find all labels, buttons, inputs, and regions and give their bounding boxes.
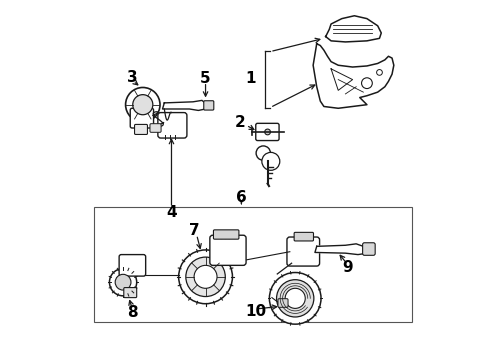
Circle shape — [276, 280, 314, 317]
Text: 10: 10 — [245, 305, 266, 319]
Circle shape — [285, 288, 305, 309]
FancyBboxPatch shape — [287, 237, 319, 266]
Circle shape — [125, 87, 160, 122]
FancyBboxPatch shape — [363, 243, 375, 255]
Text: 8: 8 — [127, 305, 137, 320]
FancyBboxPatch shape — [158, 113, 187, 138]
Text: 9: 9 — [342, 260, 352, 275]
FancyBboxPatch shape — [256, 123, 279, 140]
Circle shape — [115, 274, 131, 290]
Text: 4: 4 — [166, 205, 177, 220]
Circle shape — [270, 273, 321, 324]
FancyBboxPatch shape — [135, 125, 147, 134]
Text: 2: 2 — [234, 115, 245, 130]
FancyBboxPatch shape — [130, 108, 153, 128]
FancyBboxPatch shape — [204, 101, 214, 110]
FancyBboxPatch shape — [294, 232, 314, 241]
Circle shape — [362, 78, 372, 89]
Text: 3: 3 — [127, 70, 137, 85]
FancyBboxPatch shape — [124, 288, 137, 298]
FancyBboxPatch shape — [214, 230, 239, 239]
Polygon shape — [163, 100, 207, 111]
FancyBboxPatch shape — [119, 255, 146, 276]
FancyBboxPatch shape — [150, 124, 161, 132]
Circle shape — [179, 250, 232, 304]
Circle shape — [265, 129, 270, 135]
FancyBboxPatch shape — [278, 299, 288, 307]
Circle shape — [109, 269, 137, 296]
Circle shape — [262, 152, 280, 170]
Circle shape — [377, 69, 382, 75]
Circle shape — [186, 257, 225, 297]
Circle shape — [133, 95, 153, 115]
Text: 1: 1 — [245, 71, 256, 86]
Polygon shape — [315, 244, 367, 255]
Text: 5: 5 — [199, 71, 210, 86]
Text: 7: 7 — [189, 223, 199, 238]
Circle shape — [194, 265, 217, 288]
FancyBboxPatch shape — [210, 235, 246, 265]
Text: 6: 6 — [236, 190, 247, 205]
Polygon shape — [326, 16, 381, 42]
Polygon shape — [313, 44, 394, 108]
Circle shape — [256, 146, 270, 160]
Bar — [95, 207, 412, 321]
